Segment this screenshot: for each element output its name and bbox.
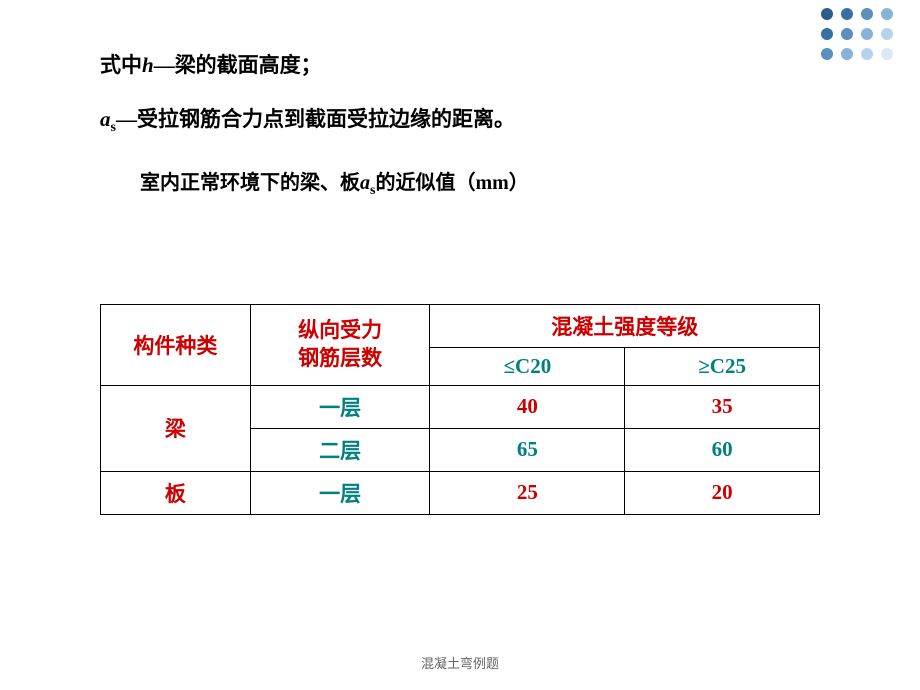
dot (881, 48, 893, 60)
cell-component-slab: 板 (101, 471, 251, 514)
dot (821, 28, 833, 40)
cell-value: 35 (625, 385, 820, 428)
dot (821, 8, 833, 20)
table-row: 梁 一层 40 35 (101, 385, 820, 428)
cell-value: 40 (430, 385, 625, 428)
dot (861, 48, 873, 60)
cell-value: 25 (430, 471, 625, 514)
dot (881, 28, 893, 40)
subtitle-prefix: 室内正常环境下的梁、板 (140, 172, 360, 194)
data-table-container: 构件种类 纵向受力钢筋层数 混凝土强度等级 ≤C20 ≥C25 梁 一层 40 … (100, 304, 820, 515)
subtitle-var: a (360, 172, 370, 194)
header-component-type: 构件种类 (101, 304, 251, 385)
cell-layer: 一层 (250, 471, 430, 514)
dot (861, 8, 873, 20)
line2-suffix: —受拉钢筋合力点到截面受拉边缘的距离。 (116, 107, 515, 131)
dot (841, 8, 853, 20)
table-title: 室内正常环境下的梁、板as的近似值（mm） (140, 166, 820, 199)
header-concrete-grade: 混凝土强度等级 (430, 304, 820, 347)
variable-h: h (142, 53, 154, 77)
dot (841, 48, 853, 60)
cell-value: 20 (625, 471, 820, 514)
header-c25: ≥C25 (625, 347, 820, 385)
dot (861, 28, 873, 40)
cell-layer: 一层 (250, 385, 430, 428)
header-rebar-layers: 纵向受力钢筋层数 (250, 304, 430, 385)
dot (881, 8, 893, 20)
corner-dots-decoration (821, 8, 895, 62)
header-c20: ≤C20 (430, 347, 625, 385)
cell-value: 65 (430, 428, 625, 471)
definition-line-2: as—受拉钢筋合力点到截面受拉边缘的距离。 (100, 104, 820, 138)
table-row: 板 一层 25 20 (101, 471, 820, 514)
data-table: 构件种类 纵向受力钢筋层数 混凝土强度等级 ≤C20 ≥C25 梁 一层 40 … (100, 304, 820, 515)
line1-prefix: 式中 (100, 53, 142, 77)
main-content: 式中h—梁的截面高度； as—受拉钢筋合力点到截面受拉边缘的距离。 室内正常环境… (0, 0, 920, 515)
subtitle-suffix: 的近似值（mm） (375, 172, 528, 194)
table-header-row-1: 构件种类 纵向受力钢筋层数 混凝土强度等级 (101, 304, 820, 347)
variable-a: a (100, 107, 111, 131)
definition-line-1: 式中h—梁的截面高度； (100, 50, 820, 82)
dot (841, 28, 853, 40)
cell-layer: 二层 (250, 428, 430, 471)
line1-suffix: —梁的截面高度； (154, 53, 322, 77)
cell-value: 60 (625, 428, 820, 471)
cell-component-beam: 梁 (101, 385, 251, 471)
page-footer: 混凝土弯例题 (421, 653, 499, 672)
dot (821, 48, 833, 60)
